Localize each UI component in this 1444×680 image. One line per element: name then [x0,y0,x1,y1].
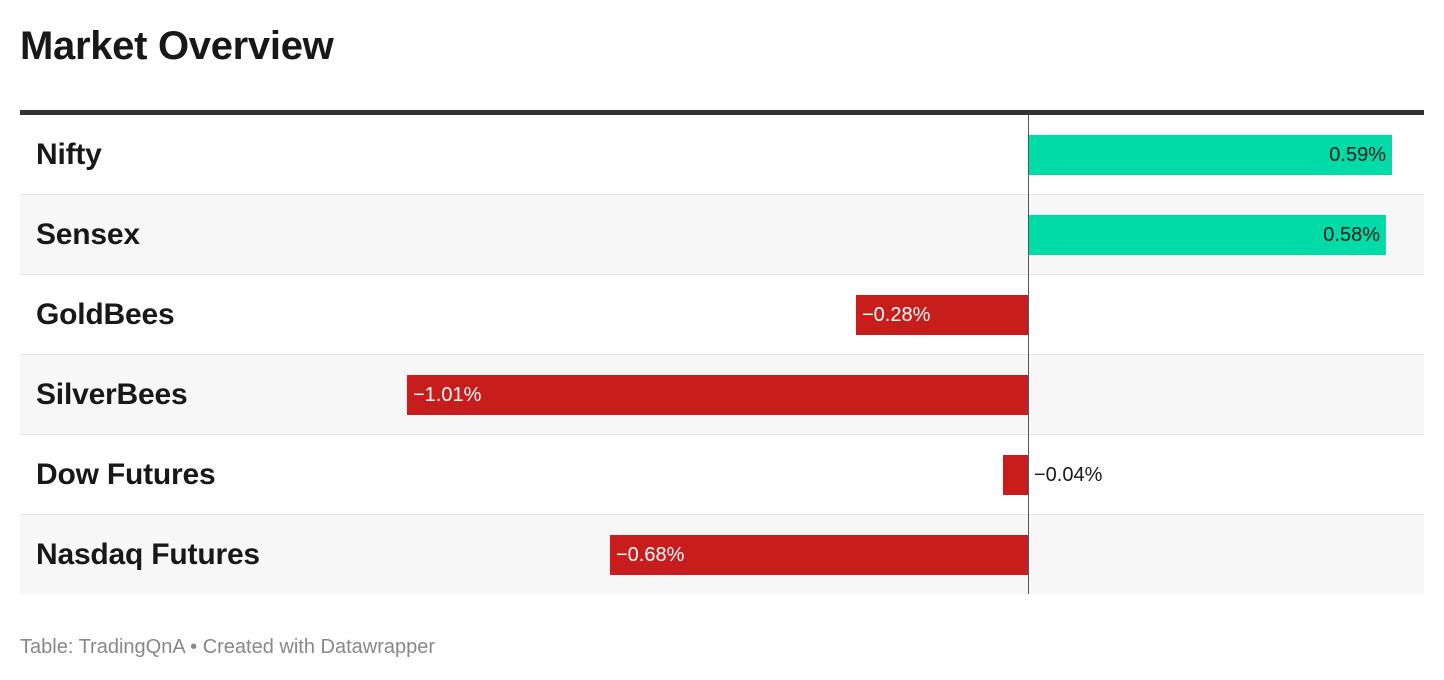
chart-title: Market Overview [20,24,334,68]
bar [407,375,1028,415]
header-rule [20,110,1424,115]
row-label: Nasdaq Futures [36,538,260,571]
bar-value-label: −0.68% [616,544,685,566]
table-row: Nifty 0.59% [20,115,1424,195]
chart-footer: Table: TradingQnA • Created with Datawra… [20,632,435,662]
zero-baseline [1028,115,1029,594]
footer-source-link[interactable]: TradingQnA [78,636,185,658]
bar [1029,215,1386,255]
footer-credit-link[interactable]: Created with Datawrapper [202,636,436,658]
row-label: Dow Futures [36,458,216,491]
bar-value-label: −0.28% [862,304,931,326]
bar [856,295,1028,335]
bar [1003,455,1028,495]
row-label: SilverBees [36,378,188,411]
row-label: Sensex [36,218,140,251]
bar [610,535,1028,575]
table-row: SilverBees −1.01% [20,355,1424,435]
bar-value-label: −1.01% [413,384,482,406]
footer-source-prefix: Table: [20,636,79,658]
bar [1029,135,1392,175]
bar-value-label: 0.59% [1329,144,1386,166]
market-table: Nifty 0.59% Sensex 0.58% GoldBees −0.28% Silve… [20,110,1424,594]
table-rows: Nifty 0.59% Sensex 0.58% GoldBees −0.28% Silve… [20,115,1424,594]
table-row: Nasdaq Futures −0.68% [20,515,1424,594]
row-label: Nifty [36,138,102,171]
table-row: Dow Futures −0.04% [20,435,1424,515]
table-row: GoldBees −0.28% [20,275,1424,355]
row-label: GoldBees [36,298,175,331]
table-row: Sensex 0.58% [20,195,1424,275]
bar-value-label: −0.04% [1034,464,1103,486]
footer-separator: • [184,636,203,658]
bar-value-label: 0.58% [1323,224,1380,246]
